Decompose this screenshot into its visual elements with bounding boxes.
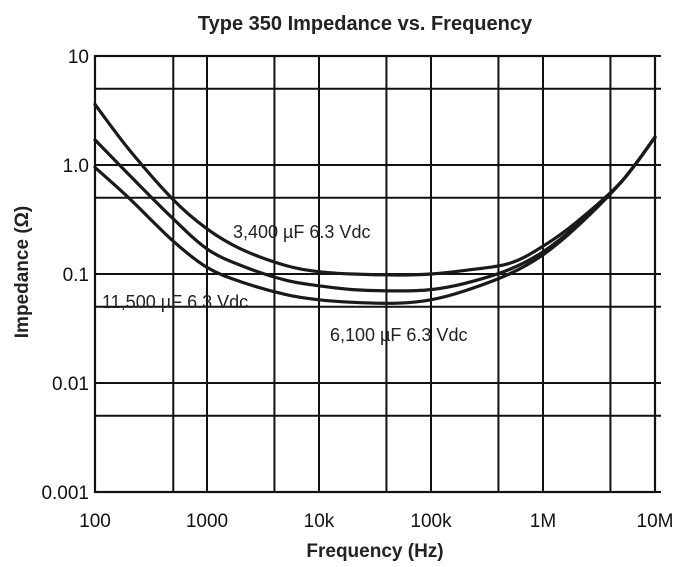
y-tick-label: 0.1	[63, 265, 89, 286]
series-line-0	[93, 102, 657, 277]
impedance-curves	[93, 102, 657, 305]
x-tick-label: 100k	[410, 511, 452, 532]
y-tick-label: 0.001	[41, 483, 89, 504]
series-line-1	[93, 135, 657, 293]
x-tick-label: 100	[79, 511, 111, 532]
annotation-11500uf: 11,500 µF 6.3 Vdc	[102, 292, 248, 312]
series-line-2	[93, 135, 657, 305]
x-axis-label: Frequency (Hz)	[306, 541, 443, 562]
x-tick-label: 10k	[304, 511, 335, 532]
x-tick-label: 1M	[530, 511, 556, 532]
x-axis-ticks: 100 1000 10k 100k 1M 10M	[79, 511, 673, 532]
plot-frame	[93, 54, 657, 494]
annotation-3400uf: 3,400 µF 6.3 Vdc	[233, 222, 370, 242]
x-tick-label: 1000	[186, 511, 228, 532]
annotation-6100uf: 6,100 µF 6.3 Vdc	[330, 325, 467, 345]
y-axis-ticks: 0.001 0.01 0.1 1.0 10	[41, 47, 89, 504]
y-tick-label: 0.01	[52, 374, 89, 395]
y-axis-label: Impedance (Ω)	[12, 206, 33, 338]
y-tick-label: 10	[68, 47, 89, 68]
chart-title: Type 350 Impedance vs. Frequency	[198, 13, 533, 35]
x-tick-label: 10M	[637, 511, 674, 532]
y-tick-label: 1.0	[63, 156, 89, 177]
